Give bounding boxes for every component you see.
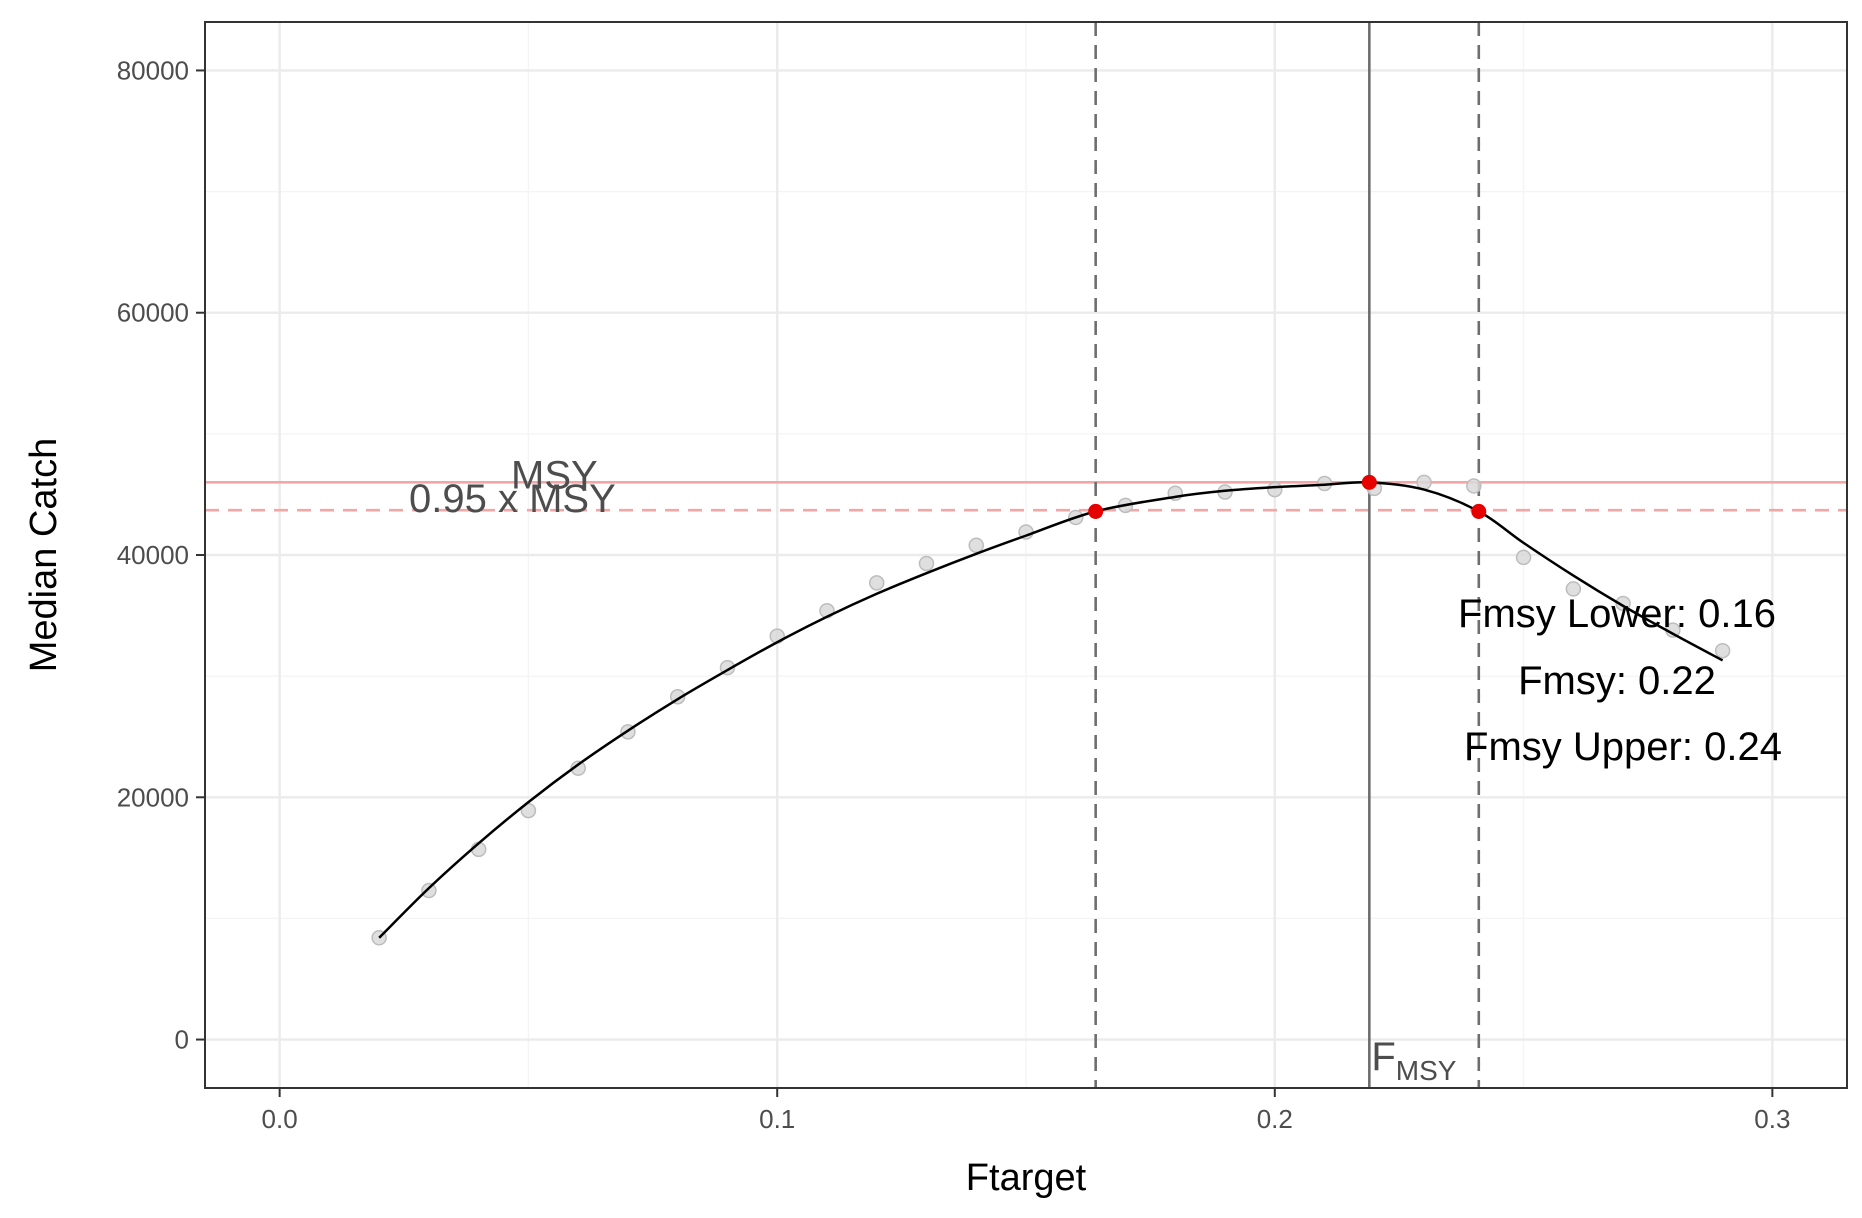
y-axis-title: Median Catch — [23, 438, 65, 672]
x-tick-label: 0.3 — [1754, 1104, 1790, 1134]
fmsy-upper-text: Fmsy Upper: 0.24 — [1464, 725, 1782, 769]
data-point — [868, 575, 885, 591]
data-point — [1466, 478, 1482, 494]
x-tick-label: 0.0 — [262, 1104, 298, 1134]
y-tick-label: 60000 — [117, 298, 189, 328]
highlight-points — [1088, 474, 1487, 519]
y-axis: 0 20000 40000 60000 80000 — [117, 55, 205, 1055]
x-tick-label: 0.2 — [1257, 1104, 1293, 1134]
x-axis-title: Ftarget — [966, 1157, 1087, 1199]
fmsy-lower-text: Fmsy Lower: 0.16 — [1458, 592, 1776, 636]
y-tick-label: 0 — [175, 1025, 189, 1055]
data-point — [1267, 481, 1283, 498]
fmsy-axis-label-sub: MSY — [1396, 1055, 1457, 1086]
msy-label: MSY — [511, 453, 598, 497]
highlight-point — [1088, 503, 1104, 519]
x-axis: 0.0 0.1 0.2 0.3 — [262, 1088, 1790, 1134]
data-point — [968, 537, 984, 554]
data-point — [1565, 581, 1582, 597]
y-tick-label: 40000 — [117, 540, 189, 570]
msy95-label: 0.95 x MSY — [409, 477, 616, 521]
fmsy-text: Fmsy: 0.22 — [1518, 659, 1716, 703]
smoothed-curve — [378, 480, 1724, 939]
fmsy-axis-label-main: F — [1371, 1035, 1395, 1079]
data-point — [1515, 549, 1532, 566]
y-tick-label: 80000 — [117, 55, 189, 85]
data-point — [1714, 642, 1731, 659]
data-point — [421, 882, 437, 899]
highlight-point — [1361, 474, 1377, 490]
y-tick-label: 20000 — [117, 782, 189, 812]
x-tick-label: 0.1 — [759, 1104, 795, 1134]
data-point — [918, 555, 935, 572]
highlight-point — [1471, 503, 1487, 519]
reference-lines — [205, 22, 1847, 1088]
fmsy-axis-label: FMSY — [1371, 1035, 1456, 1086]
grid-major — [205, 22, 1847, 1088]
